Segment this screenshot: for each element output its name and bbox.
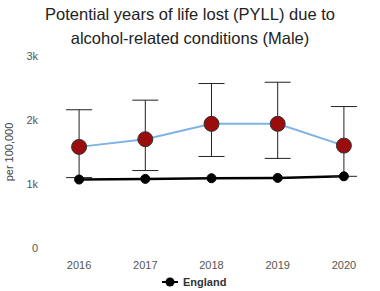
point: [207, 174, 216, 183]
title: Potential years of life lost (PYLL) due …: [45, 5, 335, 23]
error-cap-upper: [132, 100, 158, 101]
error-cap-lower: [199, 156, 225, 157]
x-tick-label: 2016: [67, 259, 91, 271]
error-cap-upper: [66, 109, 92, 110]
point: [72, 139, 87, 154]
error-bar: [331, 107, 357, 177]
y-axis-label: per 100,000: [3, 123, 15, 182]
x-tick-label: 2017: [133, 259, 157, 271]
error-bar: [199, 84, 225, 157]
y-tick: [42, 248, 45, 249]
point: [273, 173, 282, 182]
y-tick-label: 2k: [26, 114, 38, 126]
point: [204, 116, 219, 131]
point: [336, 138, 351, 153]
error-bar: [132, 100, 158, 170]
chart: Potential years of life lost (PYLL) due …: [0, 0, 380, 291]
x-tick-label: 2020: [332, 259, 356, 271]
point: [270, 116, 285, 131]
y-tick-label: 1k: [26, 178, 38, 190]
error-bar: [66, 110, 92, 178]
title: alcohol-related conditions (Male): [71, 29, 309, 47]
legend-marker: [166, 278, 175, 287]
y-tick-label: 0: [32, 242, 38, 254]
y-tick: [42, 184, 45, 185]
error-cap-upper: [331, 106, 357, 107]
x-tick-label: 2019: [265, 259, 289, 271]
error-cap-upper: [199, 83, 225, 84]
y-tick: [42, 120, 45, 121]
legend-label: England: [183, 276, 226, 288]
point: [339, 172, 348, 181]
error-cap-lower: [132, 170, 158, 171]
point: [138, 132, 153, 147]
point: [141, 174, 150, 183]
plot-area: [66, 82, 357, 184]
x-tick-label: 2018: [199, 259, 223, 271]
error-cap-upper: [265, 82, 291, 83]
y-tick: [42, 56, 45, 57]
y-tick-label: 3k: [26, 50, 38, 62]
error-bar: [265, 82, 291, 158]
legend-item: England: [162, 276, 226, 288]
point: [75, 175, 84, 184]
error-cap-lower: [265, 158, 291, 159]
